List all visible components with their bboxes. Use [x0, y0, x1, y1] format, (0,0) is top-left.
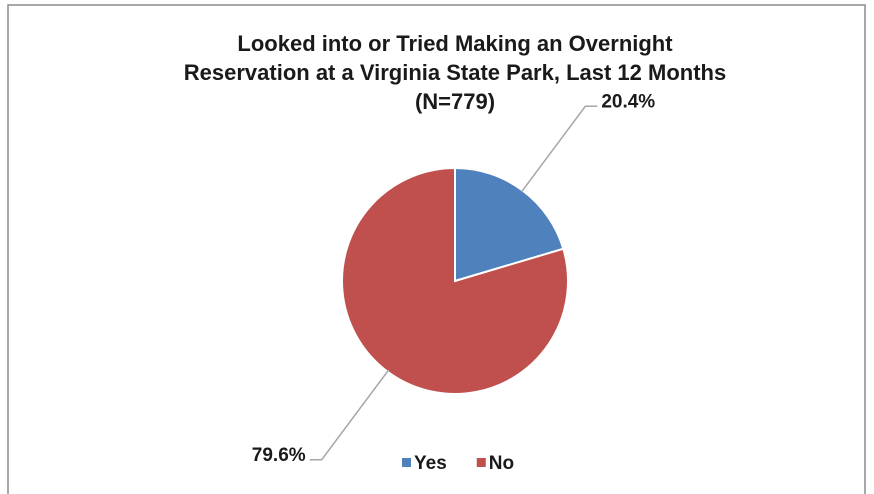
legend-label: No	[489, 453, 514, 474]
chart-title: Reservation at a Virginia State Park, La…	[184, 60, 726, 85]
data-label: 79.6%	[252, 445, 306, 466]
legend-label: Yes	[414, 453, 447, 474]
chart-title: (N=779)	[415, 89, 495, 114]
legend-swatch	[476, 458, 486, 467]
legend-swatch	[402, 458, 411, 467]
leader-line	[309, 369, 390, 461]
data-label: 20.4%	[601, 91, 655, 112]
leader-line	[520, 105, 598, 193]
chart-title: Looked into or Tried Making an Overnight	[237, 31, 673, 56]
